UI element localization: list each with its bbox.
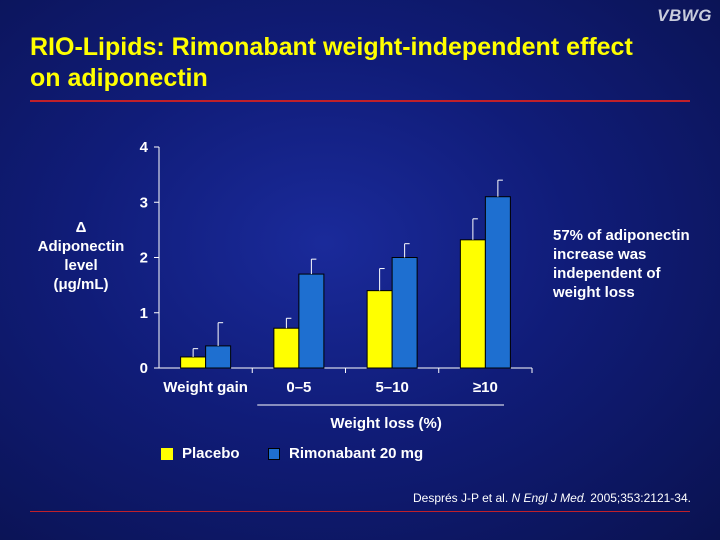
vbwg-logo: VBWG xyxy=(657,6,712,25)
legend-swatch-placebo xyxy=(161,447,173,460)
x-tick-label: ≥10 xyxy=(473,379,498,396)
bar-rimonabant xyxy=(298,273,325,369)
legend-placebo: Placebo xyxy=(161,445,240,462)
y-axis-label: Δ Adiponectin level (μg/mL) xyxy=(22,218,140,294)
bar-placebo xyxy=(459,239,486,369)
footer-divider xyxy=(30,511,690,512)
legend-swatch-rimonabant xyxy=(268,447,280,460)
bar-placebo xyxy=(180,356,207,369)
legend-label-placebo: Placebo xyxy=(182,445,240,462)
title-divider xyxy=(30,100,690,102)
annotation-note: 57% of adiponectin increase was independ… xyxy=(553,227,690,301)
x-group-label: Weight loss (%) xyxy=(330,415,441,432)
citation-journal: N Engl J Med. xyxy=(511,491,587,505)
citation: Després J-P et al. N Engl J Med. 2005;35… xyxy=(413,491,691,505)
x-tick-label: 0–5 xyxy=(286,379,311,396)
slide-title: RIO-Lipids: Rimonabant weight-independen… xyxy=(30,33,633,92)
bar-placebo xyxy=(366,290,393,369)
y-tick-label: 0 xyxy=(140,360,148,377)
y-tick-label: 4 xyxy=(140,139,149,156)
y-tick-label: 2 xyxy=(140,250,148,267)
y-label-line-2: level xyxy=(64,257,98,274)
x-tick-label: Weight gain xyxy=(163,379,248,396)
bar-rimonabant xyxy=(484,196,511,369)
y-tick-label: 1 xyxy=(140,305,148,322)
citation-details: 2005;353:2121-34. xyxy=(590,491,691,505)
y-tick-label: 3 xyxy=(140,194,148,211)
legend-label-rimonabant: Rimonabant 20 mg xyxy=(289,445,424,462)
y-label-line-3: (μg/mL) xyxy=(53,276,109,293)
x-tick-label: 5–10 xyxy=(375,379,408,396)
bar-placebo xyxy=(273,327,300,369)
citation-authors: Després J-P et al. xyxy=(413,491,509,505)
bar-rimonabant xyxy=(205,345,232,369)
legend-rimonabant: Rimonabant 20 mg xyxy=(268,445,423,462)
y-label-line-1: Adiponectin xyxy=(37,238,125,255)
y-label-delta: Δ xyxy=(75,219,87,236)
bar-rimonabant xyxy=(391,257,418,369)
